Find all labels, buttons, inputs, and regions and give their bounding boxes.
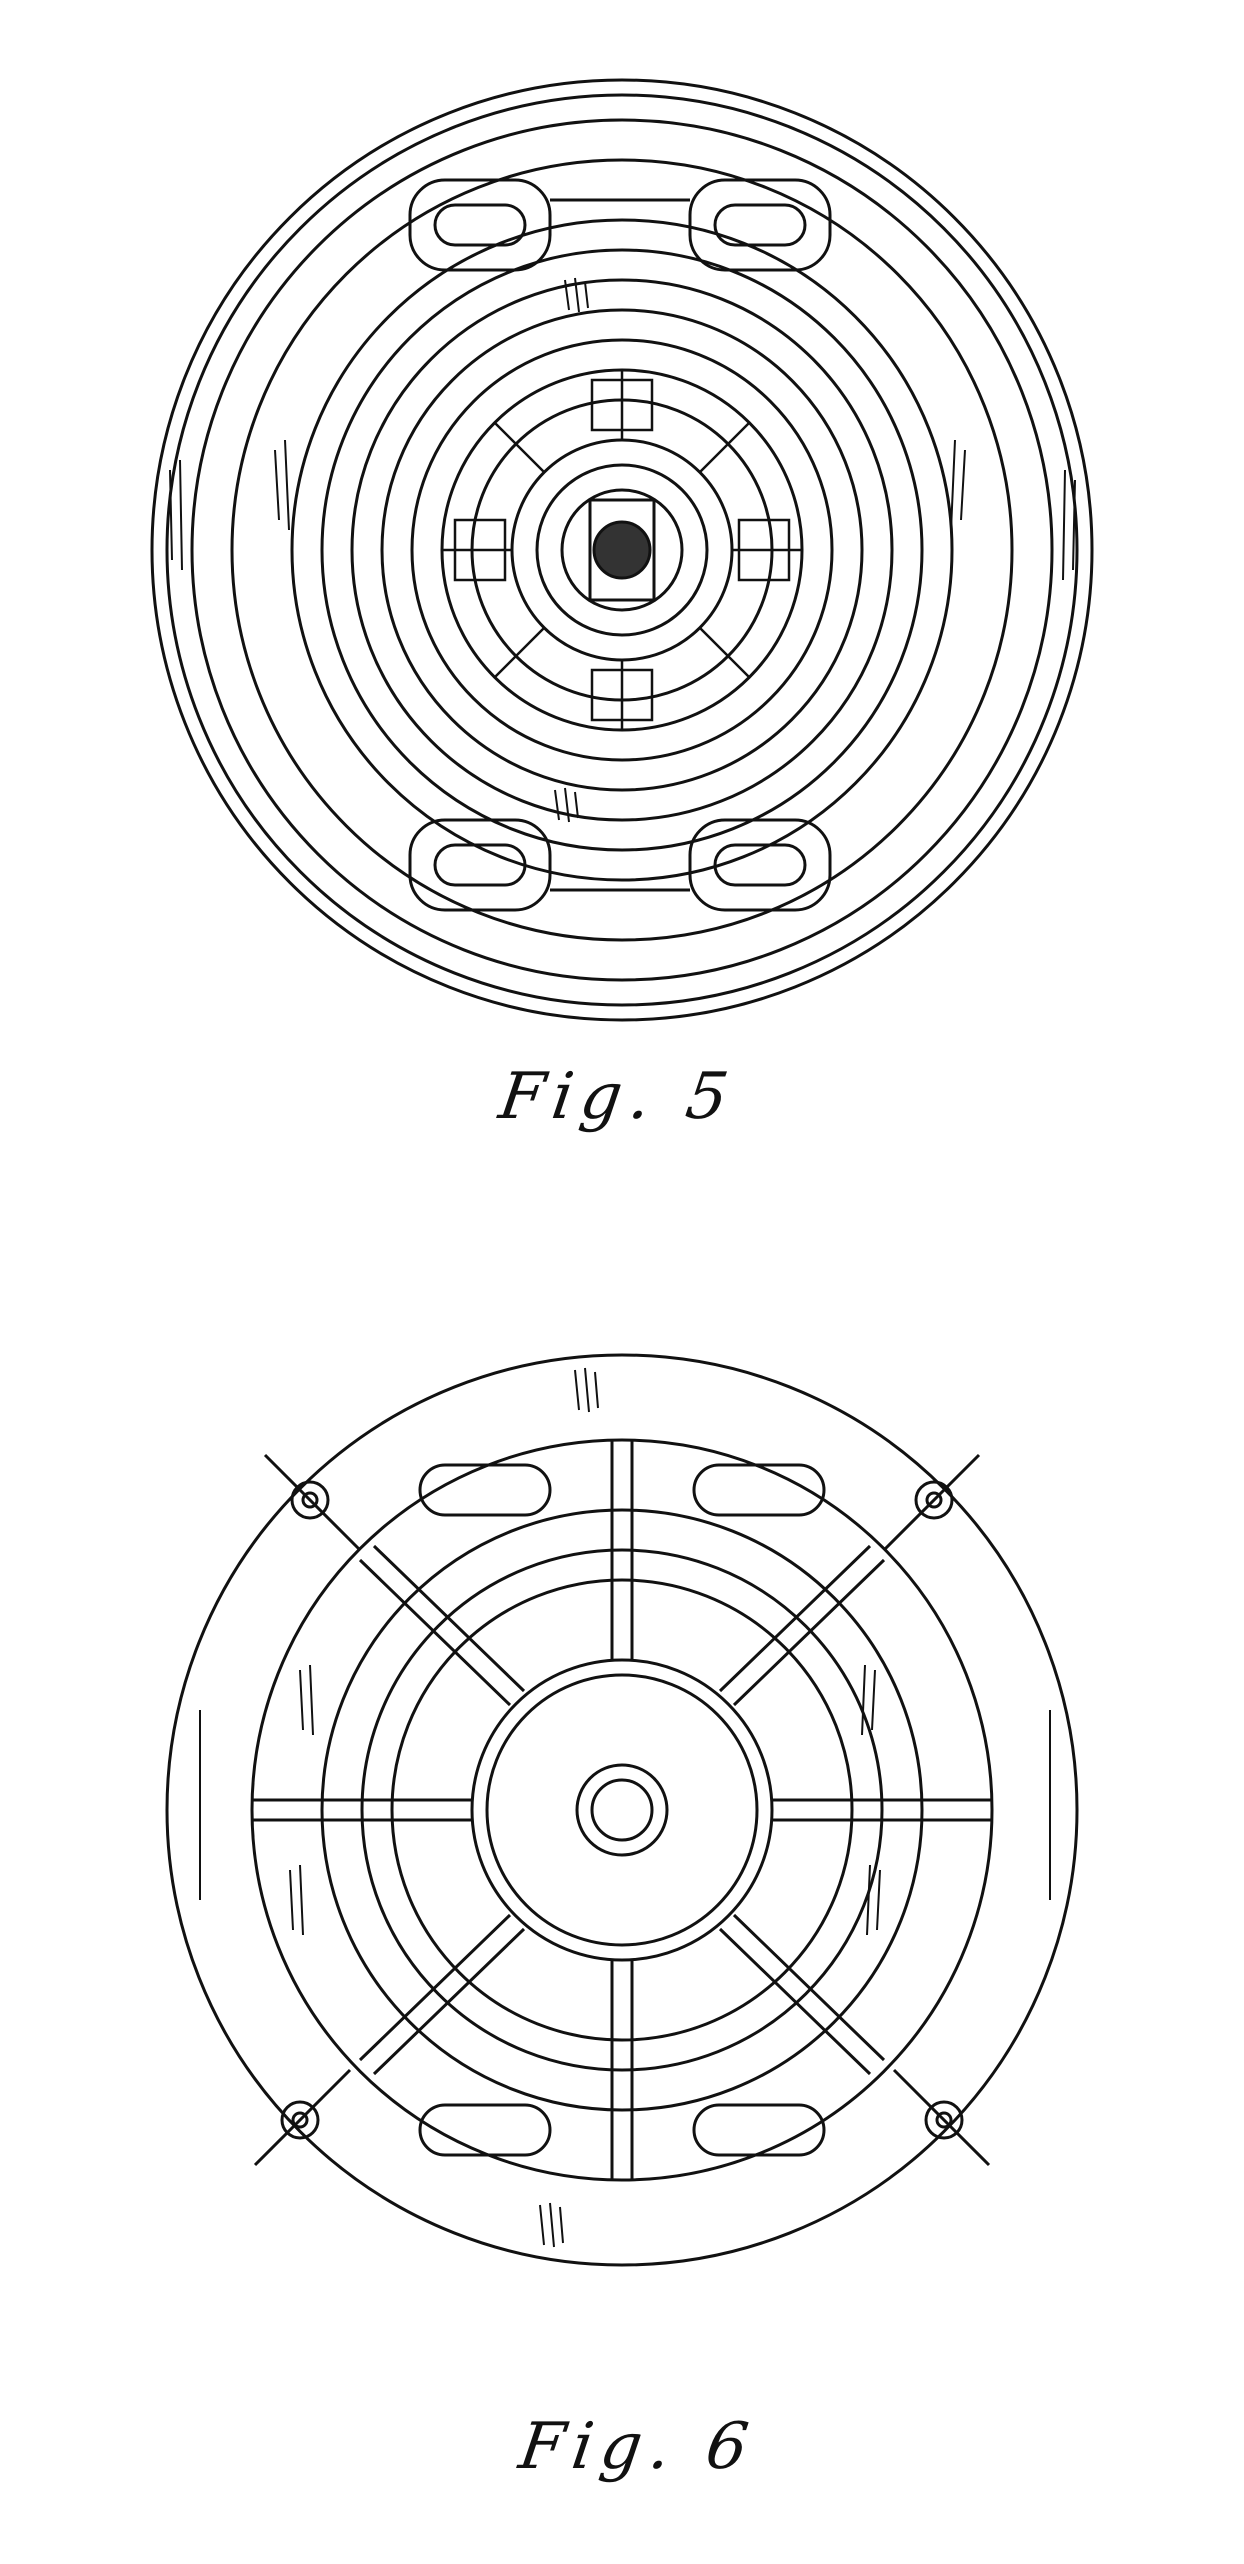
fig5-hub: [590, 500, 654, 600]
figure-5-caption: Fig. 5: [495, 1060, 741, 1134]
fig6-hub: [472, 1660, 772, 1960]
figure-6-caption: Fig. 6: [515, 2410, 761, 2484]
figure-6-drawing: [0, 1350, 1244, 2350]
figure-5-drawing: [0, 0, 1244, 1060]
